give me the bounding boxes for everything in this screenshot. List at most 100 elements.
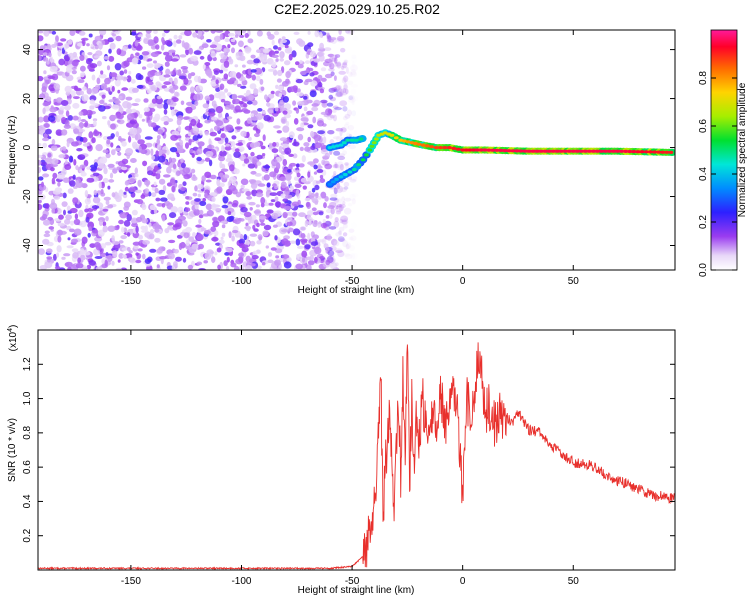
noise-speckle xyxy=(299,70,307,76)
noise-speckle xyxy=(342,240,348,248)
noise-speckle xyxy=(187,79,192,84)
noise-speckle xyxy=(166,166,172,174)
noise-speckle xyxy=(219,83,225,90)
noise-speckle xyxy=(57,229,63,236)
noise-speckle xyxy=(335,232,342,237)
noise-speckle xyxy=(345,121,350,125)
noise-speckle xyxy=(306,214,311,220)
noise-speckle xyxy=(136,199,144,205)
colorbar-tick-label: 0.8 xyxy=(698,71,709,85)
noise-speckle xyxy=(343,181,350,187)
noise-speckle xyxy=(198,214,204,219)
noise-speckle xyxy=(229,77,237,82)
noise-speckle xyxy=(73,159,77,166)
noise-speckle xyxy=(236,118,241,125)
noise-speckle xyxy=(106,136,114,140)
noise-speckle xyxy=(329,56,334,64)
noise-speckle xyxy=(123,191,127,195)
noise-speckle xyxy=(121,87,129,91)
noise-speckle xyxy=(242,163,246,167)
noise-speckle xyxy=(214,137,222,142)
noise-speckle xyxy=(142,253,146,260)
noise-speckle xyxy=(204,252,212,260)
noise-speckle xyxy=(234,126,243,130)
noise-speckle xyxy=(171,185,176,193)
noise-speckle xyxy=(159,149,163,154)
noise-speckle xyxy=(196,233,204,241)
noise-speckle xyxy=(170,157,177,163)
noise-speckle xyxy=(324,196,329,202)
noise-speckle xyxy=(192,192,198,197)
noise-speckle xyxy=(341,65,345,70)
noise-speckle xyxy=(350,68,357,76)
noise-speckle xyxy=(95,144,103,152)
noise-speckle xyxy=(350,152,355,159)
noise-speckle xyxy=(134,41,139,47)
noise-speckle xyxy=(342,232,348,237)
noise-speckle xyxy=(229,176,237,184)
signal-trace-core xyxy=(455,147,461,151)
noise-speckle xyxy=(280,181,287,189)
noise-speckle xyxy=(346,132,351,137)
noise-speckle xyxy=(297,101,305,106)
noise-speckle xyxy=(256,49,261,54)
noise-speckle xyxy=(56,245,62,253)
noise-speckle xyxy=(155,172,161,180)
noise-speckle xyxy=(228,203,233,209)
noise-speckle xyxy=(339,100,348,107)
noise-speckle xyxy=(283,205,292,211)
noise-speckle xyxy=(227,32,235,37)
noise-speckle xyxy=(317,196,322,200)
noise-speckle xyxy=(300,177,307,183)
noise-speckle xyxy=(85,216,90,223)
x-tick-label: -150 xyxy=(121,576,141,587)
noise-speckle xyxy=(267,259,274,264)
noise-speckle xyxy=(155,150,159,157)
noise-speckle xyxy=(78,111,84,116)
noise-speckle xyxy=(142,160,148,167)
noise-speckle xyxy=(41,86,47,93)
signal-trace-core xyxy=(389,133,395,137)
noise-speckle xyxy=(127,232,131,237)
noise-speckle xyxy=(250,69,257,73)
noise-speckle xyxy=(347,30,355,35)
noise-speckle xyxy=(66,65,72,73)
noise-speckle xyxy=(57,181,61,187)
noise-speckle xyxy=(224,101,232,105)
noise-speckle xyxy=(157,163,161,168)
signal-trace-core xyxy=(356,163,362,167)
noise-speckle xyxy=(58,58,66,66)
noise-speckle xyxy=(350,71,357,77)
noise-speckle xyxy=(175,170,181,176)
noise-speckle xyxy=(169,212,177,219)
noise-speckle xyxy=(71,238,78,244)
noise-speckle xyxy=(340,127,347,133)
noise-speckle xyxy=(311,187,316,193)
noise-speckle xyxy=(106,139,111,145)
noise-speckle xyxy=(141,118,145,122)
noise-speckle xyxy=(343,82,348,90)
noise-speckle xyxy=(149,204,156,210)
noise-speckle xyxy=(55,129,63,136)
noise-speckle xyxy=(111,104,120,110)
noise-speckle xyxy=(161,214,166,222)
noise-speckle xyxy=(333,75,337,81)
noise-speckle xyxy=(173,34,178,40)
noise-speckle xyxy=(58,214,64,220)
noise-speckle xyxy=(319,174,324,179)
noise-speckle xyxy=(337,250,345,258)
signal-trace-core xyxy=(603,149,608,153)
noise-speckle xyxy=(86,264,92,270)
signal-trace-core xyxy=(464,148,469,152)
noise-speckle xyxy=(182,116,190,121)
noise-speckle xyxy=(103,102,108,107)
noise-speckle xyxy=(331,238,338,246)
noise-speckle xyxy=(118,253,124,259)
noise-speckle xyxy=(111,260,115,266)
noise-speckle xyxy=(51,30,57,35)
noise-speckle xyxy=(307,210,314,216)
noise-speckle xyxy=(197,193,201,198)
noise-speckle xyxy=(118,189,124,197)
noise-speckle xyxy=(167,225,173,230)
noise-speckle xyxy=(335,135,343,142)
